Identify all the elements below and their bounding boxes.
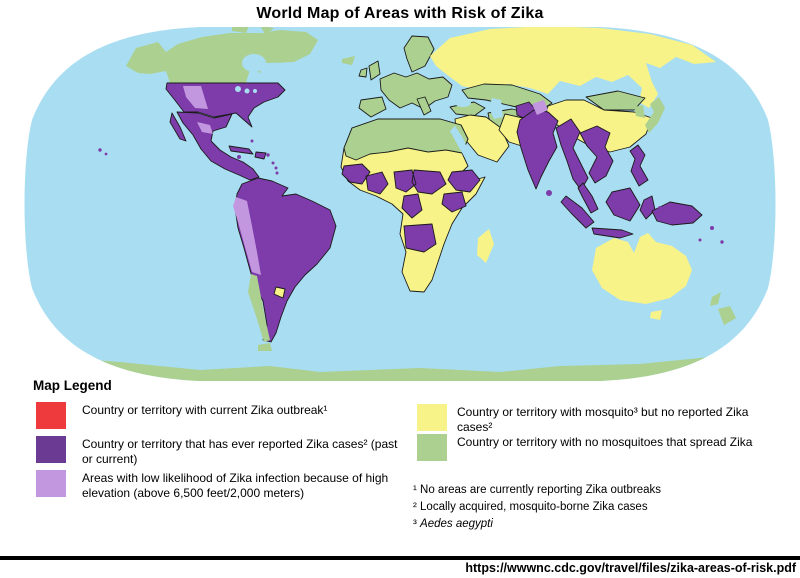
footnote-2: ² Locally acquired, mosquito-borne Zika … [413,501,648,513]
footnote-3-species: Aedes aegypti [420,518,493,530]
region-cuba [228,145,254,155]
footnote-3: ³ Aedes aegypti [413,516,661,533]
footnotes: ¹ No areas are currently reporting Zika … [413,482,661,533]
region-tasmania [650,310,662,320]
legend-item-mosquito: Country or territory with mosquito³ but … [417,404,787,434]
legend-item-no-mosquito: Country or territory with no mosquitoes … [417,434,787,461]
black-sea [455,99,471,107]
bottom-rule [0,556,800,560]
region-gabon-congo [401,193,423,219]
region-south-america [234,177,337,343]
legend-swatch-light-purple [36,470,66,497]
region-borneo [605,187,641,222]
region-uruguay [273,286,286,299]
region-madagascar [477,229,494,263]
region-australia [592,233,692,304]
legend-swatch-purple [36,436,66,463]
region-java [591,227,634,239]
region-scandinavia [403,35,435,73]
region-europe [379,72,453,110]
region-nigeria-cameroon [393,169,447,195]
region-ethiopia [447,169,481,193]
region-india [516,109,559,190]
legend-item-elevation: Areas with low likelihood of Zika infect… [36,470,407,500]
region-west-africa-purple [341,163,389,195]
region-sumatra [560,195,595,229]
region-chile-coast [248,274,270,342]
region-indochina [579,125,614,184]
region-iberia [358,96,387,118]
region-rockies-elevation [183,86,208,109]
great-lakes [235,86,257,94]
legend-swatch-yellow [417,404,447,431]
caspian-sea [489,98,503,119]
region-tierra-del-fuego [258,343,272,351]
legend-label-elevation: Areas with low likelihood of Zika infect… [82,471,389,500]
footnote-3-marker: ³ [413,518,421,530]
region-sulawesi [639,195,656,220]
footnote-1: ¹ No areas are currently reporting Zika … [413,484,661,496]
region-malay-peninsula [577,182,599,214]
region-italy [416,96,432,116]
legend-item-reported: Country or territory that has ever repor… [36,436,407,466]
region-north-africa [343,118,469,161]
region-korea [634,105,645,118]
region-mongolia [585,90,646,111]
hudson-bay [242,54,266,72]
region-kashmir-elevation [532,100,548,115]
region-canada-alaska [126,33,292,83]
page-title: World Map of Areas with Risk of Zika [256,5,544,22]
region-japan [645,97,665,133]
legend-swatch-green [417,434,447,461]
legend-swatch-red [36,402,66,429]
region-andes-elevation [233,197,261,275]
region-antarctica [40,350,770,381]
region-angola [403,223,437,253]
legend-label-no-mosquito: Country or territory with no mosquitoes … [457,435,753,449]
legend-label-reported: Country or territory that has ever repor… [82,437,398,466]
region-russia [430,27,716,108]
region-baja-california [169,112,187,142]
region-uk-ireland [358,60,381,81]
region-new-guinea [651,201,703,226]
region-iceland [342,56,355,65]
legend-label-outbreak: Country or territory with current Zika o… [82,403,328,417]
source-url: https://wwwnc.cdc.gov/travel/files/zika-… [465,561,796,575]
legend-label-mosquito: Country or territory with mosquito³ but … [457,405,749,434]
region-hispaniola [254,151,267,160]
region-arctic-islands [232,27,274,35]
region-new-zealand [710,292,736,325]
region-mexico-central-america [176,111,260,181]
legend-heading: Map Legend [33,378,112,393]
island-dots-purple [98,139,724,244]
region-mexico-elevation [197,122,213,134]
region-uganda-kenya [441,191,467,213]
legend-item-outbreak: Country or territory with current Zika o… [36,402,407,429]
red-sea [450,126,470,158]
region-philippines [629,144,649,187]
region-myanmar [555,118,589,191]
